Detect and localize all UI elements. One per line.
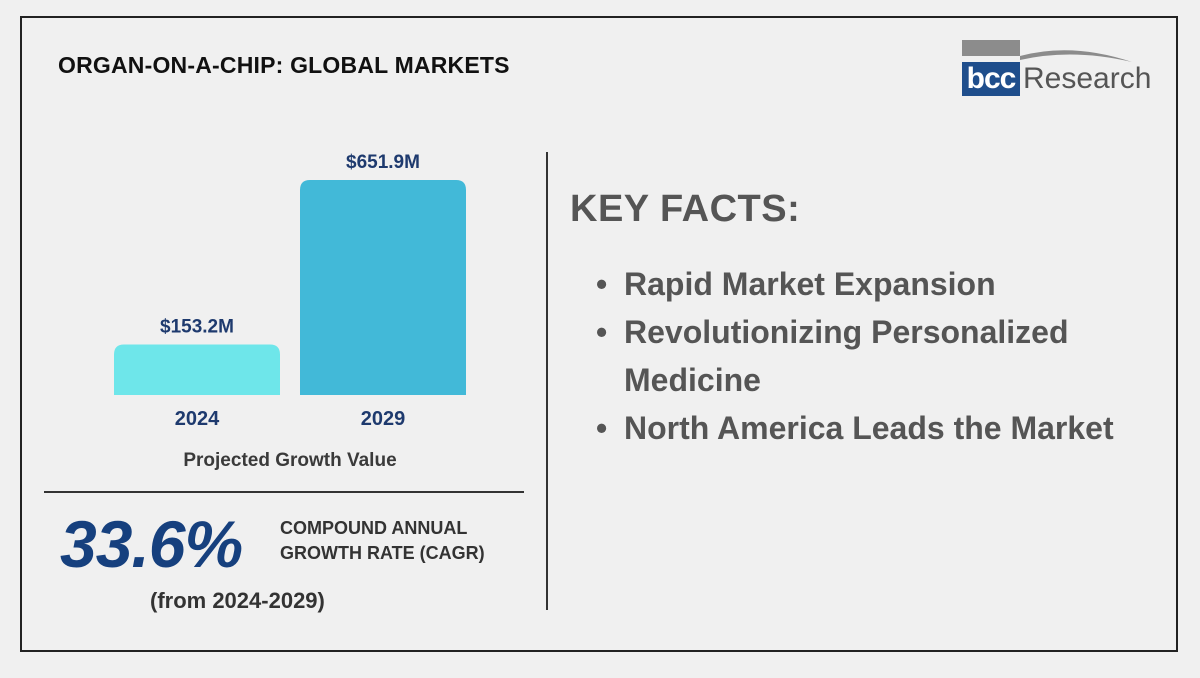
category-label-2029: 2029 [361, 408, 406, 430]
key-fact-text: Revolutionizing Personalized Medicine [624, 314, 1069, 398]
value-label-2024: $153.2M [160, 316, 234, 337]
value-label-2029: $651.9M [346, 152, 420, 173]
bullet-icon: • [596, 266, 608, 302]
key-fact-text: North America Leads the Market [624, 410, 1114, 446]
key-fact-text: Rapid Market Expansion [624, 266, 996, 302]
bullet-icon: • [596, 410, 608, 446]
category-label-2024: 2024 [175, 408, 220, 430]
key-fact-item: • Rapid Market Expansion [596, 260, 1116, 308]
logo-swoosh [962, 40, 1132, 62]
bar-2029 [300, 180, 466, 395]
logo-research-text: Research [1023, 62, 1152, 95]
key-facts-list: • Rapid Market Expansion • Revolutionizi… [596, 260, 1116, 452]
page-title: ORGAN-ON-A-CHIP: GLOBAL MARKETS [58, 52, 510, 78]
logo-bcc-text: bcc [962, 62, 1020, 96]
infographic-frame [20, 16, 1178, 652]
bcc-research-logo: bcc Research [962, 40, 1151, 98]
vertical-divider [546, 152, 548, 610]
cagr-label-line1: COMPOUND ANNUAL [280, 518, 468, 538]
section-divider [44, 491, 524, 493]
key-facts-heading: KEY FACTS: [570, 188, 801, 230]
cagr-period: (from 2024-2029) [150, 588, 325, 613]
cagr-value: 33.6% [60, 507, 243, 581]
cagr-label-line2: GROWTH RATE (CAGR) [280, 543, 485, 563]
bar-chart: $153.2M 2024 $651.9M 2029 [114, 152, 466, 430]
bullet-icon: • [596, 314, 608, 350]
bar-2024 [114, 344, 280, 395]
chart-caption: Projected Growth Value [183, 450, 397, 471]
key-fact-item: • Revolutionizing Personalized Medicine [596, 308, 1116, 404]
cagr-label: COMPOUND ANNUAL GROWTH RATE (CAGR) [280, 516, 520, 566]
key-fact-item: • North America Leads the Market [596, 404, 1116, 452]
